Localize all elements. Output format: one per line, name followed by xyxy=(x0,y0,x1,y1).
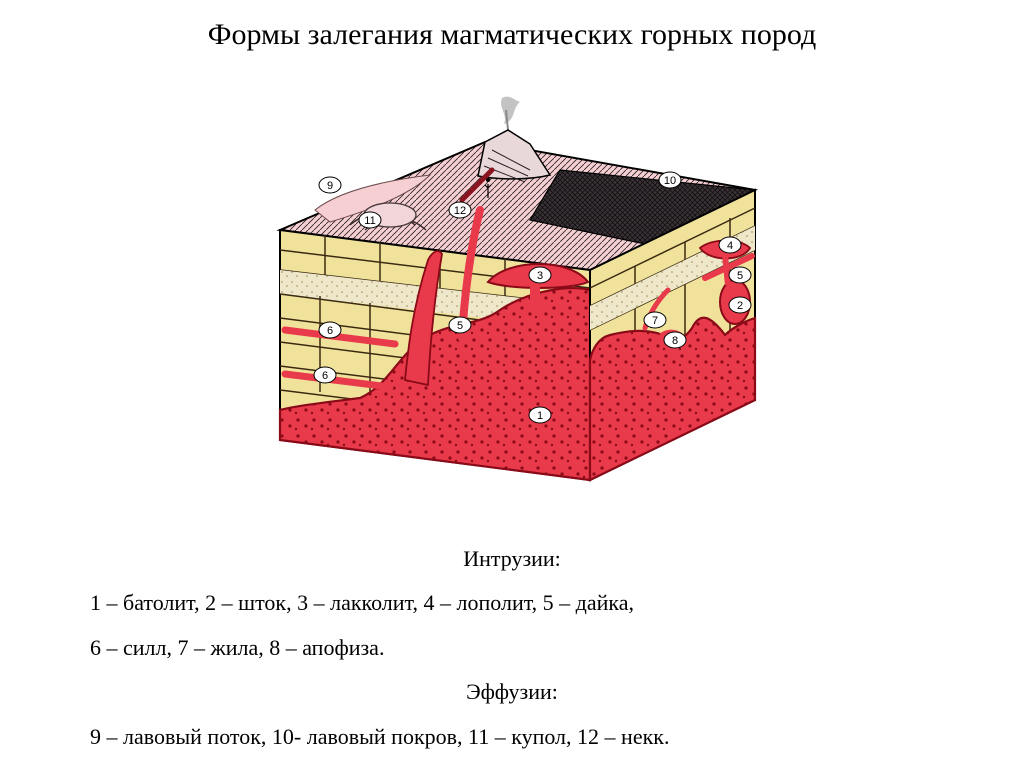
badge-label-6: 6 xyxy=(327,325,333,337)
badge-label-11: 11 xyxy=(364,215,375,227)
badge-label-5: 5 xyxy=(737,270,743,282)
badge-label-4: 4 xyxy=(727,240,733,252)
effusions-line1: 9 – лавовый поток, 10- лавовый покров, 1… xyxy=(0,724,1024,750)
badge-label-6: 6 xyxy=(322,370,328,382)
effusions-heading: Эффузии: xyxy=(0,679,1024,705)
badge-label-9: 9 xyxy=(327,180,333,192)
intrusions-line2: 6 – силл, 7 – жила, 8 – апофиза. xyxy=(0,635,1024,661)
intrusions-heading: Интрузии: xyxy=(0,546,1024,572)
page-title: Формы залегания магматических горных пор… xyxy=(0,18,1024,52)
legend: Интрузии: 1 – батолит, 2 – шток, 3 – лак… xyxy=(0,540,1024,768)
badge-label-12: 12 xyxy=(454,205,466,217)
badge-label-5: 5 xyxy=(457,320,463,332)
intrusions-line1: 1 – батолит, 2 – шток, 3 – лакколит, 4 –… xyxy=(0,590,1024,616)
badge-label-10: 10 xyxy=(664,175,676,187)
badge-label-8: 8 xyxy=(672,335,678,347)
badge-label-1: 1 xyxy=(537,410,543,422)
badge-label-7: 7 xyxy=(652,315,658,327)
page: Формы залегания магматических горных пор… xyxy=(0,0,1024,767)
smoke-icon xyxy=(501,97,520,130)
badge-label-2: 2 xyxy=(737,300,743,312)
badge-label-3: 3 xyxy=(537,270,543,282)
geology-diagram: 12345566789101112 xyxy=(230,80,794,500)
